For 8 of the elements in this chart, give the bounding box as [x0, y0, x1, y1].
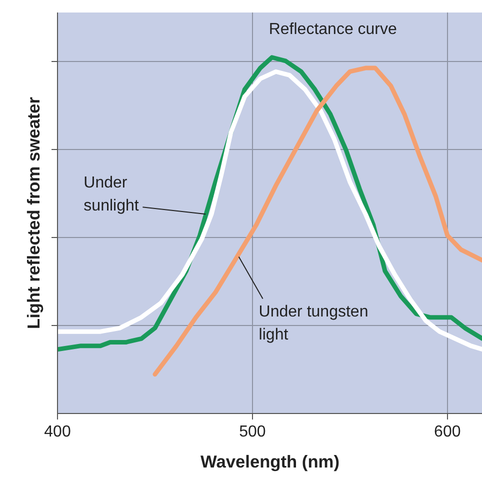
annotation: Under sunlight: [84, 174, 140, 215]
x-tick-label: 400: [44, 424, 71, 440]
x-axis-title: Wavelength (nm): [200, 452, 340, 472]
x-tick-label: 600: [434, 424, 461, 440]
annotation: Under tungsten light: [258, 303, 368, 344]
annotation: Reflectance curve: [268, 21, 398, 38]
x-tick-label: 500: [239, 424, 266, 440]
y-axis-title: Light reflected from sweater: [24, 96, 44, 330]
